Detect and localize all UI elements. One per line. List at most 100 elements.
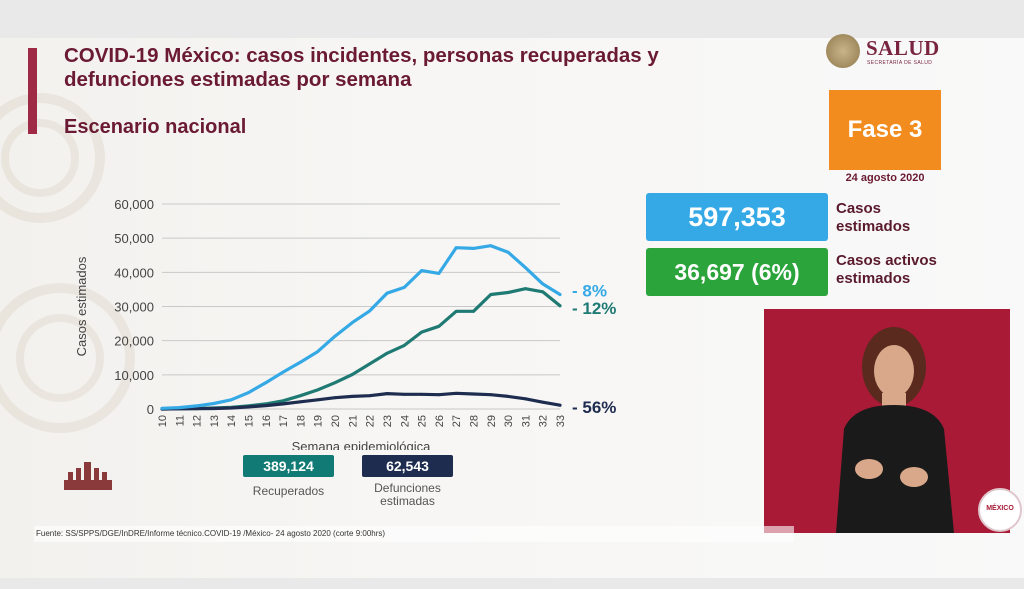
data-point-defunciones [195,407,199,411]
data-point-casos [368,309,372,313]
x-tick-label: 18 [295,415,307,427]
y-tick-label: 40,000 [114,265,154,280]
x-tick-label: 20 [330,415,342,427]
y-tick-label: 20,000 [114,334,154,349]
data-point-casos [524,266,527,269]
data-point-defunciones [524,397,527,401]
x-tick-label: 19 [313,415,325,427]
phase-badge: Fase 3 [829,90,941,170]
data-point-recuperados [368,362,372,366]
source-footnote: Fuente: SS/SPPS/DGE/InDRE/Informe técnic… [34,526,794,542]
x-tick-label: 31 [520,415,532,427]
data-point-casos [177,406,181,409]
data-point-recuperados [420,330,423,334]
data-point-defunciones [316,398,320,402]
recovered-value: 389,124 [243,455,334,477]
data-point-casos [489,244,493,248]
data-point-recuperados [385,351,389,355]
data-point-defunciones [385,392,389,395]
data-point-defunciones [229,406,233,410]
data-point-casos [402,286,406,289]
data-point-casos [281,370,285,374]
data-point-casos [437,272,441,275]
x-tick-label: 26 [434,415,446,427]
data-point-casos [541,282,545,286]
data-point-defunciones [350,395,354,398]
data-point-casos [472,247,475,250]
data-point-recuperados [506,291,510,294]
data-point-casos [333,334,337,338]
data-point-defunciones [264,404,268,407]
data-point-defunciones [541,400,545,404]
data-point-recuperados [454,309,458,313]
data-point-recuperados [402,344,406,347]
data-point-defunciones [420,392,423,396]
x-tick-label: 17 [278,415,290,427]
y-tick-label: 50,000 [114,231,154,246]
data-point-recuperados [437,324,441,328]
end-label-casos: - 8% [572,282,607,301]
data-point-casos [350,321,354,324]
x-tick-label: 27 [451,415,463,427]
slide-subtitle: Escenario nacional [64,116,247,138]
slide-title: COVID-19 México: casos incidentes, perso… [64,44,659,91]
data-point-recuperados [333,381,337,385]
title-accent-bar [28,48,37,134]
x-tick-label: 21 [347,415,359,427]
end-label-recuperados: - 12% [572,299,616,318]
data-point-defunciones [247,405,250,409]
x-tick-label: 29 [486,415,498,427]
data-point-defunciones [368,394,372,398]
end-label-defunciones: - 56% [572,398,616,417]
y-tick-label: 30,000 [114,300,154,315]
data-point-casos [299,360,302,364]
data-point-defunciones [489,393,493,397]
data-point-recuperados [299,394,302,398]
mexico-badge: MÉXICO [978,488,1022,532]
data-point-casos [212,402,216,405]
estimated-cases-label: Casos estimados [836,200,911,235]
data-point-defunciones [333,396,337,400]
report-date: 24 agosto 2020 [845,172,925,184]
data-point-defunciones [402,392,406,396]
x-tick-label: 16 [261,415,273,427]
x-tick-label: 24 [399,415,411,427]
data-point-recuperados [558,304,562,308]
series-line-casos [160,244,562,410]
x-tick-label: 14 [226,415,238,427]
data-point-casos [454,246,458,250]
data-point-defunciones [454,391,458,395]
data-point-casos [264,381,268,385]
data-point-defunciones [437,393,441,397]
deaths-value: 62,543 [362,455,453,477]
data-point-recuperados [489,293,493,296]
data-point-defunciones [299,400,302,404]
y-tick-label: 10,000 [114,368,154,383]
data-point-recuperados [472,309,475,313]
data-point-defunciones [212,407,216,410]
x-tick-label: 23 [382,415,394,427]
data-point-recuperados [281,399,285,403]
data-point-recuperados [316,388,320,392]
data-point-defunciones [558,403,562,407]
government-logo-icon [64,462,112,490]
data-point-casos [385,291,389,295]
x-tick-label: 13 [209,415,221,427]
coat-of-arms-icon [826,34,860,68]
x-tick-label: 10 [157,415,169,427]
x-tick-label: 12 [192,415,204,427]
data-point-casos [558,293,562,296]
active-cases-value: 36,697 (6%) [646,248,828,296]
data-point-defunciones [472,392,475,396]
deaths-label: Defunciones estimadas [374,481,441,508]
x-tick-label: 22 [365,415,377,427]
data-point-casos [506,250,510,254]
x-tick-label: 28 [468,415,480,427]
x-tick-label: 11 [174,415,186,426]
data-point-casos [316,350,320,353]
x-tick-label: 30 [503,415,515,427]
x-tick-label: 32 [538,415,550,427]
data-point-casos [160,406,164,410]
decorative-watermark [0,93,135,433]
data-point-casos [195,404,199,408]
